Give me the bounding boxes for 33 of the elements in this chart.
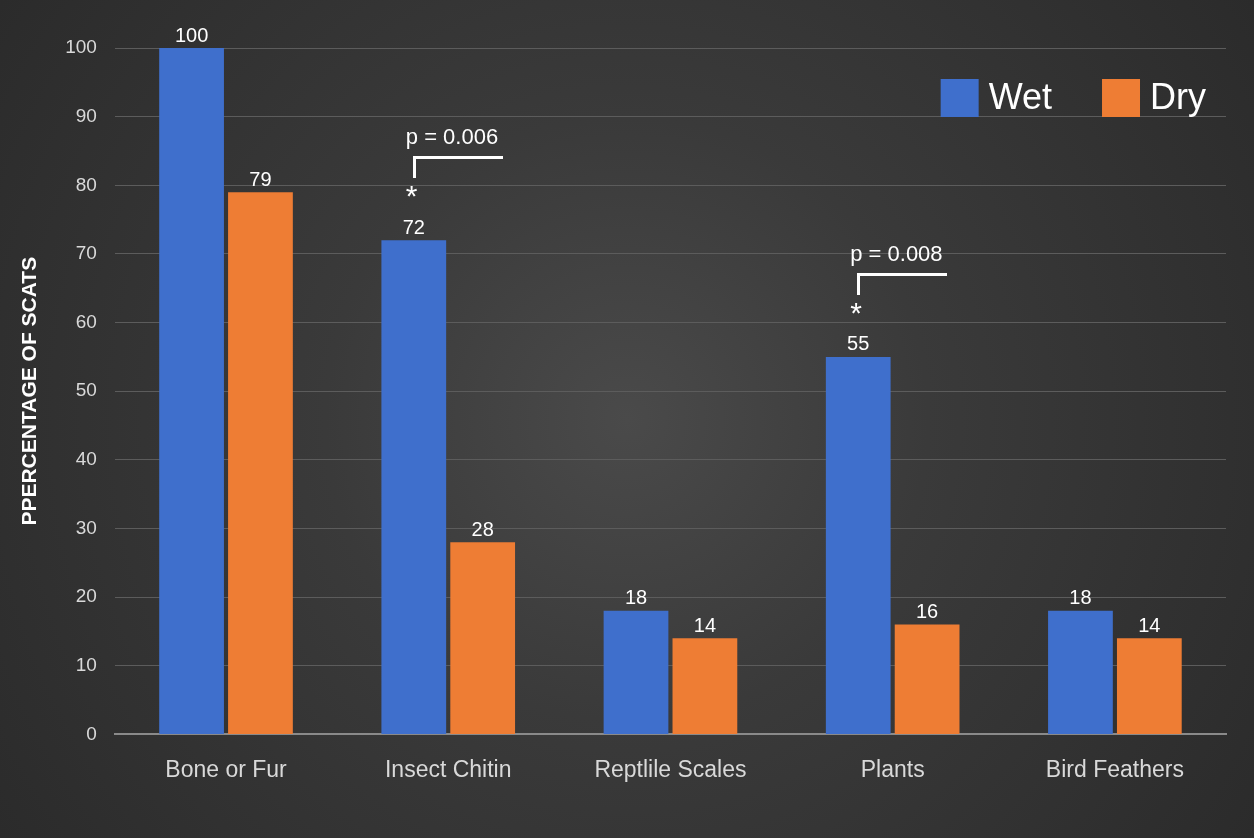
data-label: 79 bbox=[249, 167, 272, 190]
y-tick-label: 90 bbox=[75, 104, 97, 126]
data-label: 28 bbox=[471, 517, 494, 540]
x-tick-label: Plants bbox=[860, 755, 925, 782]
x-tick-label: Reptlile Scales bbox=[594, 755, 747, 782]
legend-label: Wet bbox=[988, 75, 1053, 117]
y-tick-label: 20 bbox=[75, 585, 97, 607]
y-tick-label: 0 bbox=[86, 722, 97, 744]
x-tick-label: Bone or Fur bbox=[165, 755, 288, 782]
y-tick-label: 60 bbox=[75, 310, 97, 332]
legend-label: Dry bbox=[1150, 75, 1207, 117]
annotation: p = 0.008 bbox=[850, 240, 943, 266]
x-tick-label: Insect Chitin bbox=[384, 755, 512, 782]
data-label: 14 bbox=[1138, 613, 1161, 636]
y-tick-label: 80 bbox=[75, 173, 97, 195]
y-tick-label: 100 bbox=[65, 36, 97, 58]
y-axis-title: PPERCENTAGE OF SCATS bbox=[17, 256, 41, 526]
annotation: p = 0.006 bbox=[405, 124, 499, 150]
data-label: 18 bbox=[624, 586, 648, 609]
data-label: 55 bbox=[847, 332, 870, 355]
y-tick-label: 10 bbox=[75, 653, 97, 675]
annotation: * bbox=[850, 296, 863, 330]
y-tick-label: 70 bbox=[75, 242, 97, 264]
x-tick-label: Bird Feathers bbox=[1045, 755, 1184, 782]
data-label: 72 bbox=[402, 215, 425, 238]
data-label: 100 bbox=[174, 23, 209, 46]
y-tick-label: 50 bbox=[75, 379, 97, 401]
annotation: * bbox=[405, 179, 418, 213]
data-label: 16 bbox=[915, 600, 939, 623]
data-label: 18 bbox=[1069, 586, 1092, 609]
data-label: 14 bbox=[693, 613, 717, 636]
y-tick-label: 30 bbox=[75, 516, 97, 538]
y-tick-label: 40 bbox=[75, 448, 97, 470]
